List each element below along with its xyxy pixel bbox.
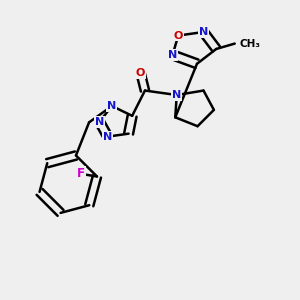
- Text: O: O: [173, 31, 183, 40]
- Text: N: N: [107, 101, 117, 111]
- Text: F: F: [76, 167, 85, 180]
- Text: N: N: [95, 117, 104, 127]
- Text: CH₃: CH₃: [239, 39, 260, 49]
- Text: O: O: [136, 68, 145, 78]
- Text: N: N: [172, 90, 182, 100]
- Text: N: N: [199, 27, 208, 37]
- Text: N: N: [103, 132, 112, 142]
- Text: N: N: [168, 50, 177, 60]
